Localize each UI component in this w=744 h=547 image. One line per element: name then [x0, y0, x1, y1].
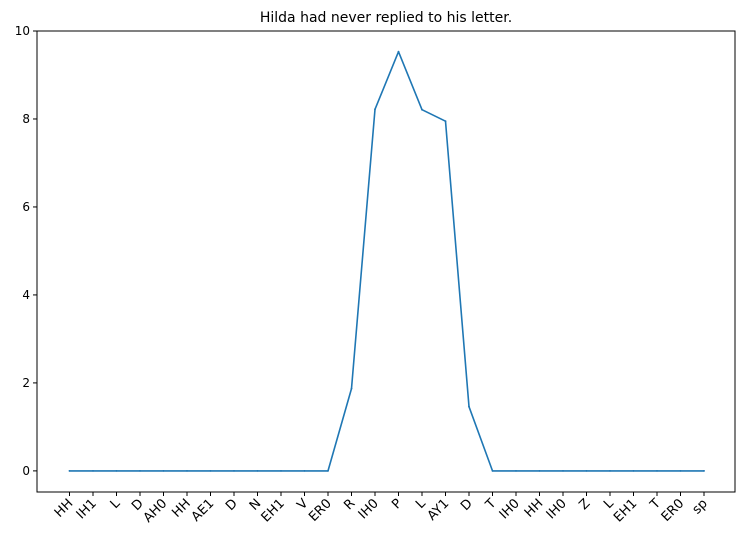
data-point — [703, 469, 705, 472]
chart-title: Hilda had never replied to his letter. — [260, 10, 512, 26]
y-tick-label: 4 — [22, 288, 30, 302]
data-point — [491, 469, 494, 472]
data-point — [515, 469, 517, 472]
data-point — [115, 469, 118, 472]
data-point — [209, 469, 212, 472]
data-point — [632, 469, 635, 472]
data-point — [68, 469, 71, 472]
x-tick-label: L — [413, 496, 429, 512]
data-point — [397, 50, 400, 53]
x-tick-label: EH1 — [611, 496, 640, 525]
data-point — [162, 469, 165, 472]
data-point — [468, 405, 470, 408]
x-tick-label: Z — [576, 496, 593, 513]
data-point — [444, 120, 447, 123]
y-axis: 0 2 4 6 8 10 — [15, 24, 37, 478]
x-tick-label: D — [458, 496, 476, 514]
data-point — [585, 469, 588, 472]
data-point — [350, 387, 353, 390]
plot-series — [68, 50, 705, 472]
x-tick-label: P — [389, 496, 405, 512]
data-point — [538, 469, 541, 472]
data-point — [139, 469, 141, 472]
y-tick-label: 8 — [22, 112, 30, 126]
data-point — [233, 469, 235, 472]
series-line — [68, 50, 705, 472]
x-tick-label: IH0 — [356, 496, 382, 522]
x-tick-label: IH1 — [74, 496, 100, 522]
y-tick-label: 2 — [22, 376, 30, 390]
data-point — [186, 469, 188, 472]
y-tick-label: 10 — [15, 24, 30, 38]
data-point — [303, 469, 306, 472]
x-tick-label: IH0 — [497, 496, 523, 522]
data-point — [609, 469, 611, 472]
plot-frame — [36, 30, 736, 493]
data-point — [374, 108, 376, 111]
x-tick-label: HH — [52, 496, 76, 520]
x-tick-label: L — [601, 496, 617, 512]
x-tick-label: IH0 — [544, 496, 570, 522]
x-tick-label: L — [108, 496, 124, 512]
data-point — [327, 469, 329, 472]
data-point — [679, 469, 682, 472]
x-tick-label: EH1 — [259, 496, 288, 525]
data-point — [421, 108, 423, 111]
x-tick-label: AY1 — [425, 496, 453, 524]
x-tick-label: sp — [690, 496, 711, 517]
x-tick-label: D — [223, 496, 241, 514]
y-tick-label: 0 — [22, 464, 30, 478]
x-tick-label: AE1 — [189, 496, 218, 525]
data-point — [92, 469, 94, 472]
data-point — [562, 469, 564, 472]
data-point — [256, 469, 259, 472]
x-tick-label: AH0 — [141, 496, 171, 526]
y-tick-label: 6 — [22, 200, 30, 214]
x-tick-label: HH — [169, 496, 193, 520]
x-tick-label: ER0 — [659, 496, 688, 525]
data-point — [656, 469, 658, 472]
x-tick-label: ER0 — [306, 496, 335, 525]
data-point — [280, 469, 282, 472]
x-tick-label: HH — [522, 496, 546, 520]
